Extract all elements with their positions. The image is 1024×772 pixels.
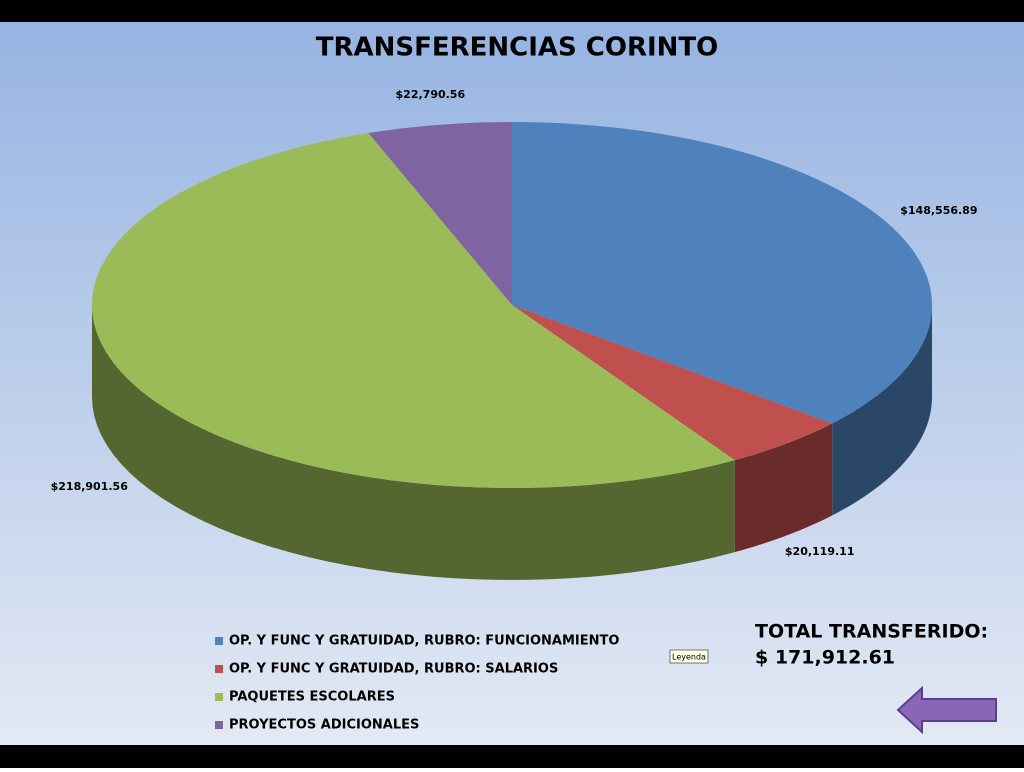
slice [368, 122, 512, 305]
legend-swatch [215, 693, 223, 701]
total-label: TOTAL TRANSFERIDO: [755, 621, 988, 643]
legend-label: OP. Y FUNC Y GRATUIDAD, RUBRO: SALARIOS [229, 662, 558, 677]
data-label: $22,790.56 [396, 88, 466, 101]
tooltip-text: Leyenda [672, 653, 706, 662]
legend-swatch [215, 721, 223, 729]
legend-swatch [215, 665, 223, 673]
slice-side [832, 305, 932, 516]
data-label: $218,901.56 [51, 480, 129, 493]
legend-swatch [215, 637, 223, 645]
slice-side [92, 305, 735, 580]
slice [512, 305, 833, 461]
back-arrow[interactable] [896, 685, 997, 735]
total-value: $ 171,912.61 [755, 647, 895, 669]
data-label: $148,556.89 [900, 204, 977, 217]
data-label: $20,119.11 [785, 545, 855, 558]
slice [512, 122, 933, 424]
legend-label: PAQUETES ESCOLARES [229, 690, 395, 705]
slice [91, 133, 735, 489]
chart-title: TRANSFERENCIAS CORINTO [316, 33, 719, 63]
legend-label: OP. Y FUNC Y GRATUIDAD, RUBRO: FUNCIONAM… [229, 634, 619, 649]
slice-side [734, 423, 833, 553]
tooltip [669, 649, 709, 664]
legend-label: PROYECTOS ADICIONALES [229, 718, 419, 733]
